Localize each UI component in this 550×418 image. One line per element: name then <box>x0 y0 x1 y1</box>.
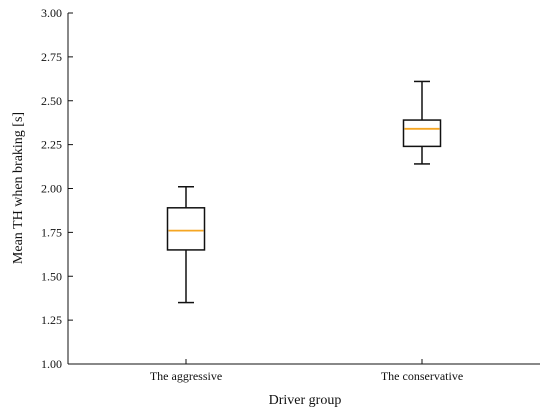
box-iqr <box>166 207 206 251</box>
box-group <box>402 80 442 165</box>
y-tick-label: 2.25 <box>41 138 62 152</box>
y-tick-label: 1.75 <box>41 225 62 239</box>
box-group <box>166 185 206 304</box>
y-tick-label: 2.00 <box>41 182 62 196</box>
boxes-layer <box>166 80 442 304</box>
x-ticks-layer: The aggressive The conservative <box>150 359 463 383</box>
y-ticks-layer: 1.00 1.25 1.50 1.75 2.00 2.25 2.50 2.75 3.00 <box>41 6 73 371</box>
x-axis-title: Driver group <box>269 393 342 408</box>
axes-layer <box>67 13 540 365</box>
y-tick-label: 2.75 <box>41 50 62 64</box>
box-iqr <box>402 119 442 148</box>
x-tick-label: The conservative <box>381 369 463 383</box>
y-tick-label: 2.50 <box>41 94 62 108</box>
y-tick-label: 3.00 <box>41 6 62 20</box>
y-axis-title: Mean TH when braking [s] <box>11 112 26 264</box>
y-tick-label: 1.00 <box>41 357 62 371</box>
y-tick-label: 1.25 <box>41 313 62 327</box>
x-tick-label: The aggressive <box>150 369 222 383</box>
y-tick-label: 1.50 <box>41 269 62 283</box>
